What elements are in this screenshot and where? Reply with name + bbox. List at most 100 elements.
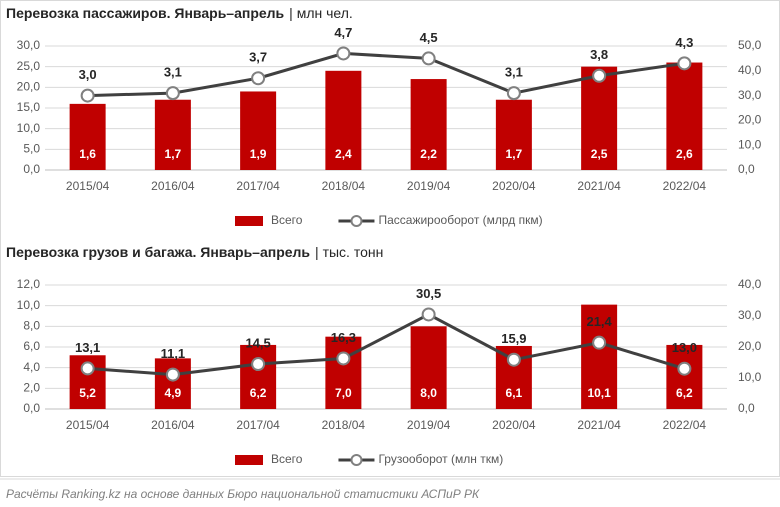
line-label: 15,9 (501, 331, 526, 346)
legend-swatch (235, 455, 263, 465)
x-tick-label: 2021/04 (577, 179, 621, 193)
line-label: 30,5 (416, 286, 441, 301)
line-label: 4,3 (675, 35, 693, 50)
line-label: 11,1 (161, 346, 186, 361)
bar-label: 2,5 (591, 147, 608, 161)
y-tick-label: 10,0 (17, 121, 41, 135)
legend-label: Пассажирооборот (млрд пкм) (378, 213, 542, 227)
footer: Расчёты Ranking.kz на основе данных Бюро… (6, 487, 480, 501)
line-marker (421, 51, 436, 66)
bar-label: 1,7 (506, 147, 523, 161)
legend-swatch (235, 216, 263, 226)
bar (410, 326, 447, 409)
line-marker (677, 56, 692, 71)
x-tick-label: 2015/04 (66, 418, 110, 432)
y2-tick-label: 0,0 (738, 162, 755, 176)
bar-label: 7,0 (335, 386, 352, 400)
x-tick-label: 2019/04 (407, 179, 451, 193)
bar-label: 8,0 (420, 386, 437, 400)
line-label: 13,1 (75, 340, 100, 355)
bar-label: 10,1 (587, 386, 611, 400)
bar (666, 344, 703, 409)
x-tick-label: 2016/04 (151, 418, 195, 432)
bar-label: 1,6 (79, 147, 96, 161)
y2-tick-label: 40,0 (738, 277, 762, 291)
y-tick-label: 8,0 (23, 319, 40, 333)
line-marker (506, 86, 521, 101)
y2-tick-label: 50,0 (738, 38, 762, 52)
y2-tick-label: 0,0 (738, 401, 755, 415)
bar-label: 2,4 (335, 147, 352, 161)
line-marker (80, 361, 95, 376)
legend-marker (350, 454, 363, 466)
frame (0, 0, 780, 477)
x-tick-label: 2020/04 (492, 418, 536, 432)
legend-label: Всего (271, 213, 303, 227)
bar-label: 2,2 (420, 147, 437, 161)
line-label: 3,0 (79, 67, 97, 82)
y2-tick-label: 30,0 (738, 88, 762, 102)
y2-tick-label: 30,0 (738, 308, 762, 322)
line-marker (165, 86, 180, 101)
y-tick-label: 10,0 (17, 298, 41, 312)
bar-label: 6,2 (676, 386, 693, 400)
x-tick-label: 2022/04 (663, 179, 707, 193)
line-marker (592, 335, 607, 350)
y-tick-label: 0,0 (23, 401, 40, 415)
bar-label: 5,2 (79, 386, 96, 400)
bar (581, 66, 618, 170)
legend-label: Всего (271, 452, 303, 466)
line-label: 3,7 (249, 50, 267, 65)
line-marker (592, 68, 607, 83)
bar-label: 1,9 (250, 147, 267, 161)
line-label: 4,7 (334, 25, 352, 40)
bar-label: 2,6 (676, 147, 693, 161)
y-tick-label: 30,0 (17, 38, 41, 52)
bar (240, 91, 277, 170)
line-marker (336, 351, 351, 366)
chart-title: Перевозка грузов и багажа. Январь–апрель… (6, 244, 383, 260)
line-label: 13,0 (672, 340, 697, 355)
bar (581, 304, 618, 409)
legend-label: Грузооборот (млн ткм) (378, 452, 503, 466)
y-tick-label: 5,0 (23, 142, 40, 156)
x-tick-label: 2017/04 (236, 418, 280, 432)
chart-title: Перевозка пассажиров. Январь–апрель | млн… (6, 5, 353, 21)
title-text: Перевозка пассажиров. Январь–апрель (6, 5, 285, 21)
bar (154, 99, 191, 170)
y-tick-label: 4,0 (23, 360, 40, 374)
line-label: 21,4 (586, 314, 612, 329)
bar-label: 6,1 (506, 386, 523, 400)
line-marker (336, 46, 351, 61)
bar (495, 99, 532, 170)
line-label: 3,1 (505, 65, 523, 80)
title-unit: | тыс. тонн (315, 244, 383, 260)
line-label: 3,1 (164, 65, 182, 80)
bar (410, 79, 447, 170)
line-marker (251, 357, 266, 372)
x-tick-label: 2015/04 (66, 179, 110, 193)
bar (154, 358, 191, 409)
y-tick-label: 2,0 (23, 381, 40, 395)
line (87, 312, 685, 377)
y-tick-label: 12,0 (17, 277, 41, 291)
line-marker (80, 88, 95, 103)
line-label: 3,8 (590, 47, 608, 62)
y2-tick-label: 20,0 (738, 113, 762, 127)
title-text: Перевозка грузов и багажа. Январь–апрель (6, 244, 310, 260)
line-marker (506, 352, 521, 367)
line-label: 16,3 (331, 330, 356, 345)
x-tick-label: 2019/04 (407, 418, 451, 432)
y-tick-label: 20,0 (17, 80, 41, 94)
x-tick-label: 2022/04 (663, 418, 707, 432)
y-tick-label: 0,0 (23, 162, 40, 176)
y2-tick-label: 10,0 (738, 370, 762, 384)
bar-label: 1,7 (165, 147, 182, 161)
legend-marker (350, 215, 363, 227)
bar (325, 336, 362, 409)
y-tick-label: 25,0 (17, 59, 41, 73)
y-tick-label: 15,0 (17, 100, 41, 114)
y2-tick-label: 20,0 (738, 339, 762, 353)
y2-tick-label: 10,0 (738, 137, 762, 151)
